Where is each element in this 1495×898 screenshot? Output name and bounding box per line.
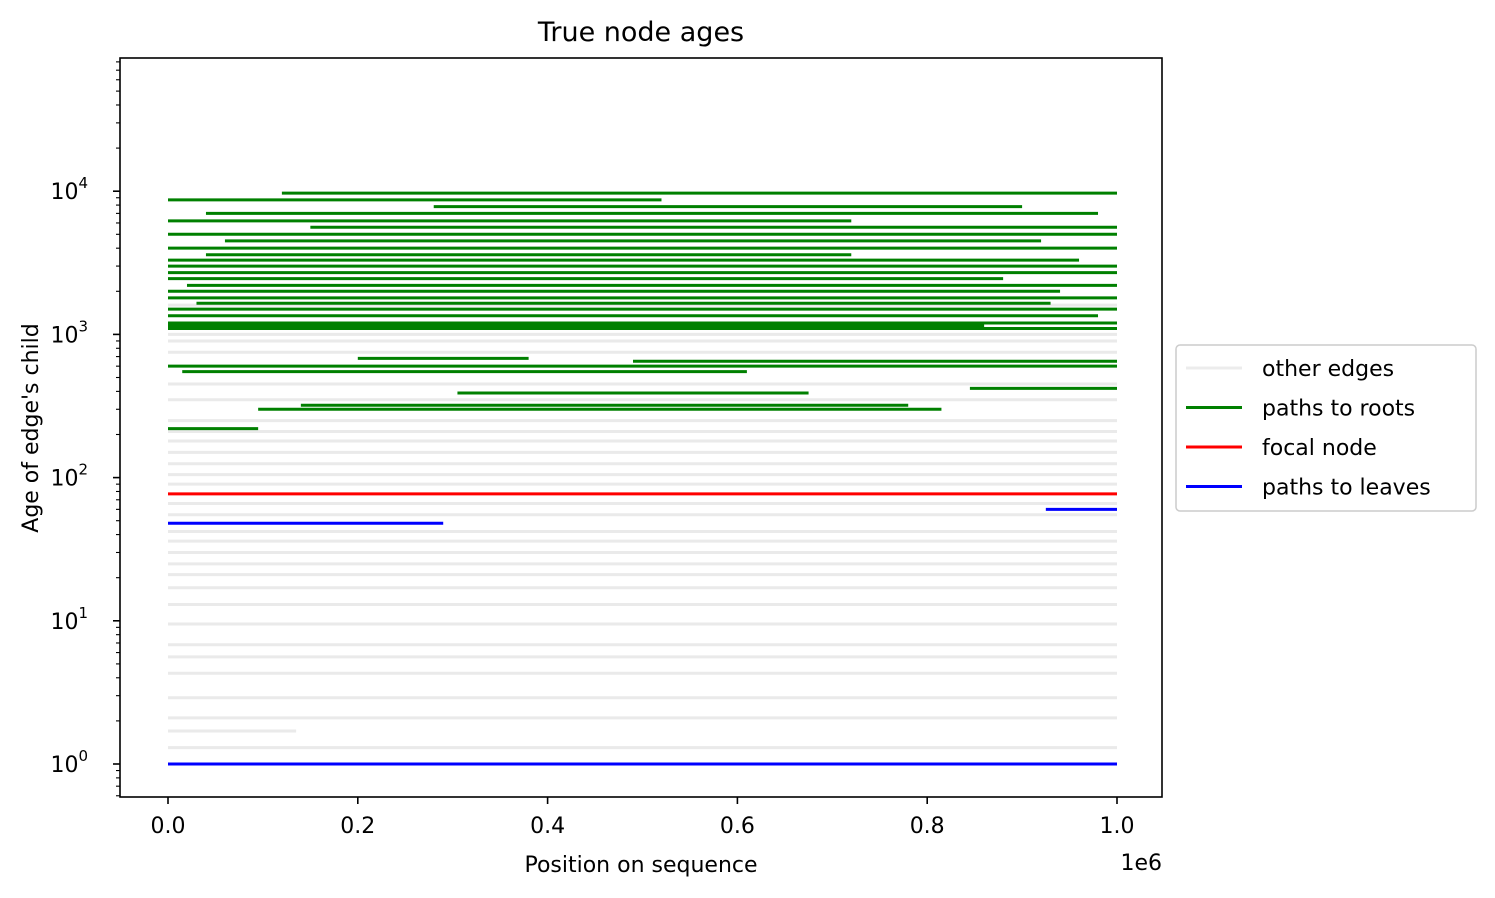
- legend-label: paths to roots: [1262, 397, 1415, 422]
- legend-label: other edges: [1262, 357, 1394, 382]
- legend-frame: [1175, 344, 1477, 512]
- y-tick-label: 104: [50, 174, 88, 205]
- y-tick-label: 103: [50, 317, 88, 348]
- legend-label: focal node: [1262, 436, 1377, 461]
- legend-label: paths to leaves: [1262, 476, 1431, 501]
- x-tick-label: 1.0: [1100, 814, 1135, 839]
- x-tick-label: 0.6: [720, 814, 755, 839]
- y-tick-exponent: 2: [78, 461, 88, 479]
- x-axis: 0.0 0.2 0.4 0.6 0.8 1.0: [151, 797, 1135, 839]
- other-edges-layer: [168, 303, 1117, 750]
- x-tick-label: 0.2: [340, 814, 375, 839]
- x-tick-label: 0.4: [530, 814, 565, 839]
- plot-frame: [119, 57, 1163, 798]
- y-tick-exponent: 3: [78, 317, 88, 335]
- x-tick-label: 0.0: [151, 814, 186, 839]
- y-tick-exponent: 0: [78, 747, 88, 765]
- x-tick-label: 0.8: [910, 814, 945, 839]
- y-tick-exponent: 4: [78, 174, 88, 192]
- paths-to-roots-layer: [168, 191, 1117, 431]
- chart-title: True node ages: [537, 17, 744, 48]
- y-tick-exponent: 1: [78, 604, 88, 622]
- x-axis-label: Position on sequence: [524, 853, 757, 878]
- legend: other edges paths to roots focal node paths…: [1175, 344, 1477, 512]
- y-axis-label: Age of edge's child: [19, 323, 44, 532]
- x-axis-offset-label: 1e6: [1120, 851, 1162, 876]
- paths-to-leaves-layer: [168, 507, 1117, 766]
